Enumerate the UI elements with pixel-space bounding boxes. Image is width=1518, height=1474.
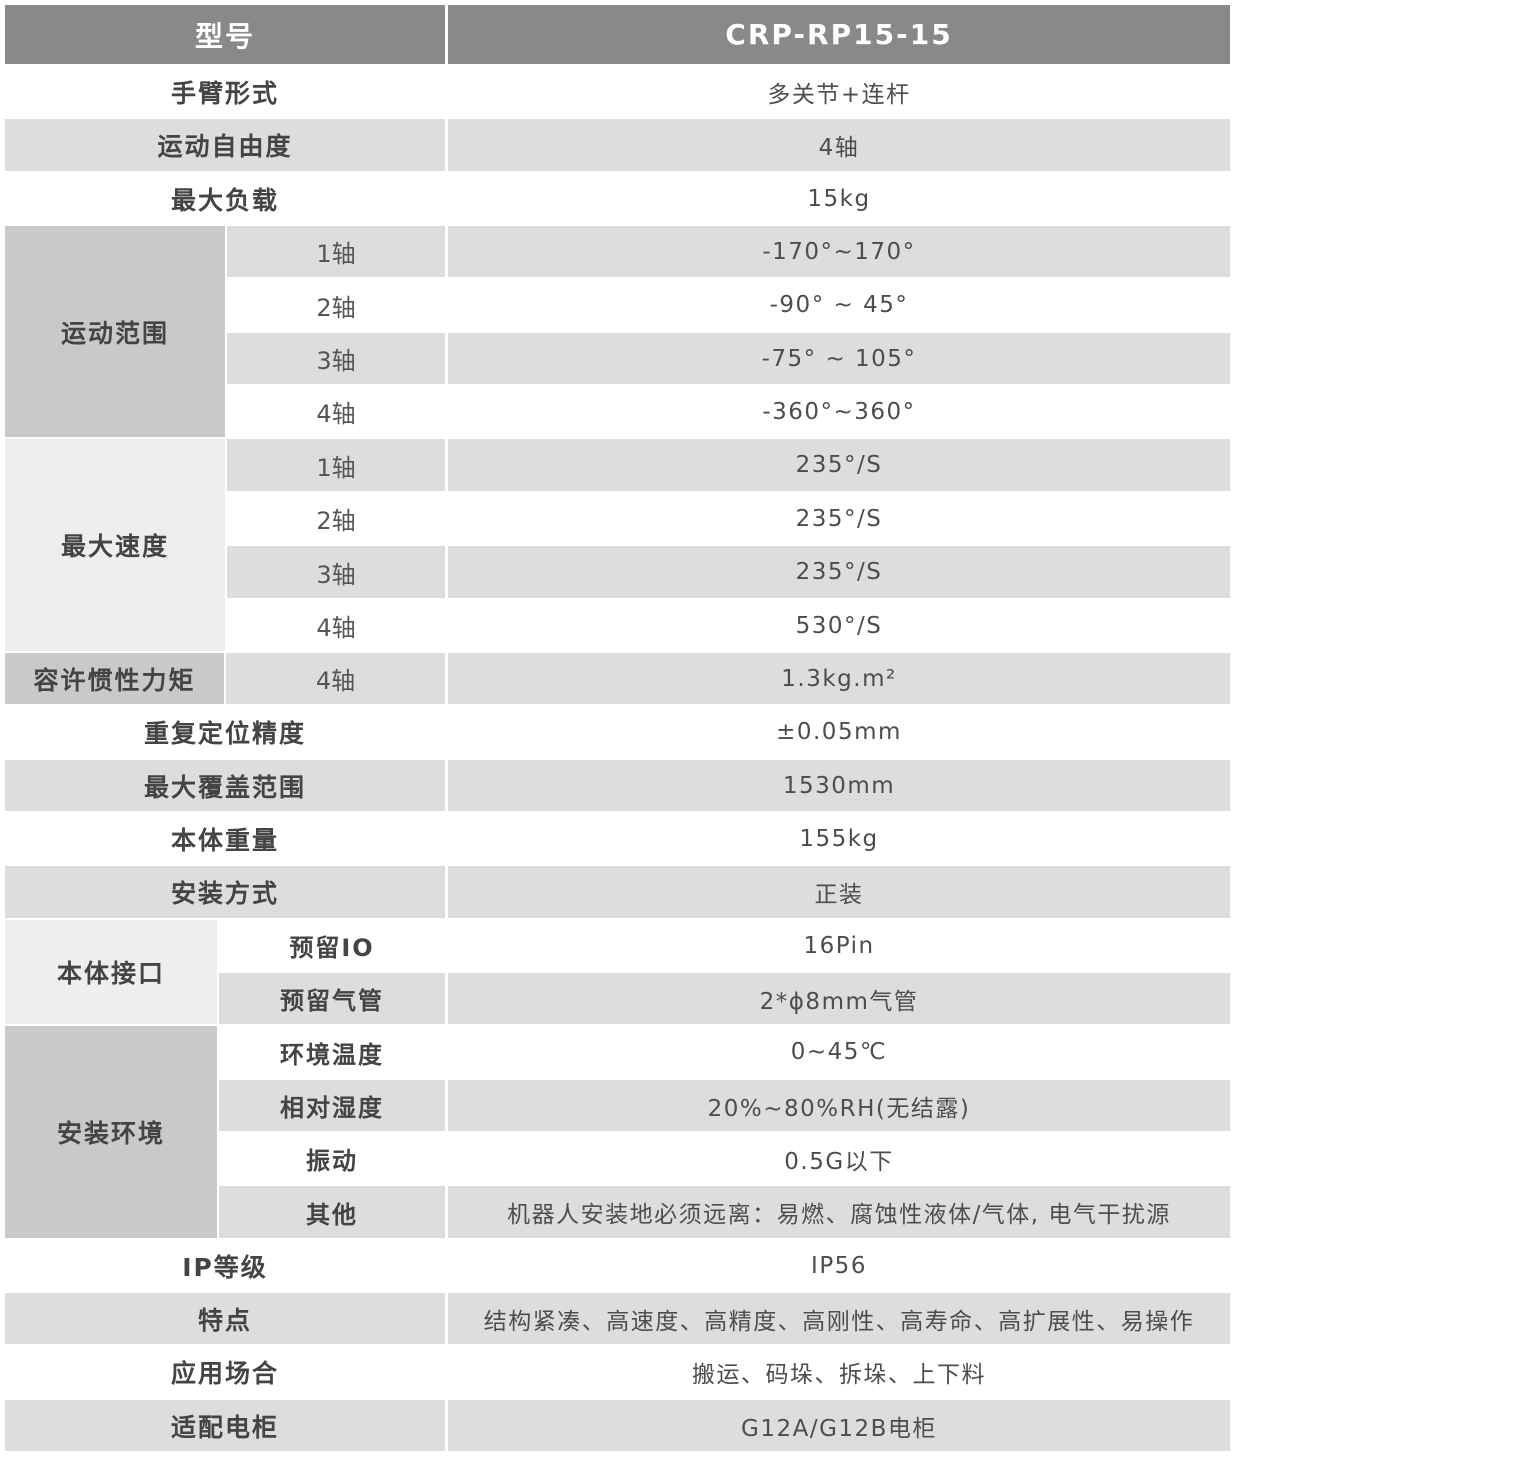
row-value: -360°~360° xyxy=(448,386,1230,437)
row-label: 本体重量 xyxy=(5,813,445,864)
row-value: 0~45℃ xyxy=(448,1026,1230,1078)
header-model-value: CRP-RP15-15 xyxy=(448,5,1230,64)
row-value: IP56 xyxy=(448,1240,1230,1291)
row-label: IP等级 xyxy=(5,1240,445,1291)
row-value: 16Pin xyxy=(448,920,1230,971)
row-value: -170°~170° xyxy=(448,226,1230,277)
row-sub-label: 2轴 xyxy=(227,279,445,331)
row-sub-label: 预留IO xyxy=(219,920,445,971)
row-sub-label: 3轴 xyxy=(227,546,445,598)
row-sub-label: 4轴 xyxy=(227,600,445,651)
row-value: 0.5G以下 xyxy=(448,1133,1230,1184)
row-sub-label: 相对湿度 xyxy=(219,1080,445,1131)
group-label: 本体接口 xyxy=(5,920,217,1024)
row-sub-label: 1轴 xyxy=(227,226,445,277)
row-value: 搬运、码垛、拆垛、上下料 xyxy=(448,1346,1230,1398)
row-value: 235°/S xyxy=(448,546,1230,598)
row-sub-label: 振动 xyxy=(219,1133,445,1184)
row-value: 1.3kg.m² xyxy=(448,653,1230,704)
row-sub-label: 2轴 xyxy=(227,493,445,544)
row-value: 多关节+连杆 xyxy=(448,66,1230,117)
row-value: 155kg xyxy=(448,813,1230,864)
row-label: 重复定位精度 xyxy=(5,706,445,758)
row-sub-label: 3轴 xyxy=(227,333,445,384)
group-label: 安装环境 xyxy=(5,1026,217,1238)
row-value: 机器人安装地必须远离：易燃、腐蚀性液体/气体, 电气干扰源 xyxy=(448,1186,1230,1238)
row-value: 4轴 xyxy=(448,119,1230,171)
group-label: 运动范围 xyxy=(5,226,225,437)
row-sub-label: 4轴 xyxy=(227,386,445,437)
row-sub-label: 其他 xyxy=(219,1186,445,1238)
row-value: 15kg xyxy=(448,173,1230,224)
row-sub-label: 预留气管 xyxy=(219,973,445,1024)
row-value: ±0.05mm xyxy=(448,706,1230,758)
row-sub-label: 1轴 xyxy=(227,439,445,491)
row-value: -90° ~ 45° xyxy=(448,279,1230,331)
row-value: G12A/G12B电柜 xyxy=(448,1400,1230,1451)
row-value: 结构紧凑、高速度、高精度、高刚性、高寿命、高扩展性、易操作 xyxy=(448,1293,1230,1344)
row-value: 正装 xyxy=(448,866,1230,918)
row-value: -75° ~ 105° xyxy=(448,333,1230,384)
row-label: 最大覆盖范围 xyxy=(5,760,445,811)
header-model-label: 型号 xyxy=(5,5,445,64)
row-value: 1530mm xyxy=(448,760,1230,811)
row-sub-label: 环境温度 xyxy=(219,1026,445,1078)
row-sub-label: 4轴 xyxy=(226,653,445,704)
row-label: 最大负载 xyxy=(5,173,445,224)
group-label: 容许惯性力矩 xyxy=(5,653,224,704)
row-value: 2*ϕ8mm气管 xyxy=(448,973,1230,1024)
row-label: 安装方式 xyxy=(5,866,445,918)
row-label: 运动自由度 xyxy=(5,119,445,171)
row-value: 530°/S xyxy=(448,600,1230,651)
row-label: 手臂形式 xyxy=(5,66,445,117)
row-value: 20%~80%RH(无结露) xyxy=(448,1080,1230,1131)
group-label: 最大速度 xyxy=(5,439,225,651)
row-value: 235°/S xyxy=(448,493,1230,544)
row-label: 特点 xyxy=(5,1293,445,1344)
row-label: 适配电柜 xyxy=(5,1400,445,1451)
row-label: 应用场合 xyxy=(5,1346,445,1398)
row-value: 235°/S xyxy=(448,439,1230,491)
